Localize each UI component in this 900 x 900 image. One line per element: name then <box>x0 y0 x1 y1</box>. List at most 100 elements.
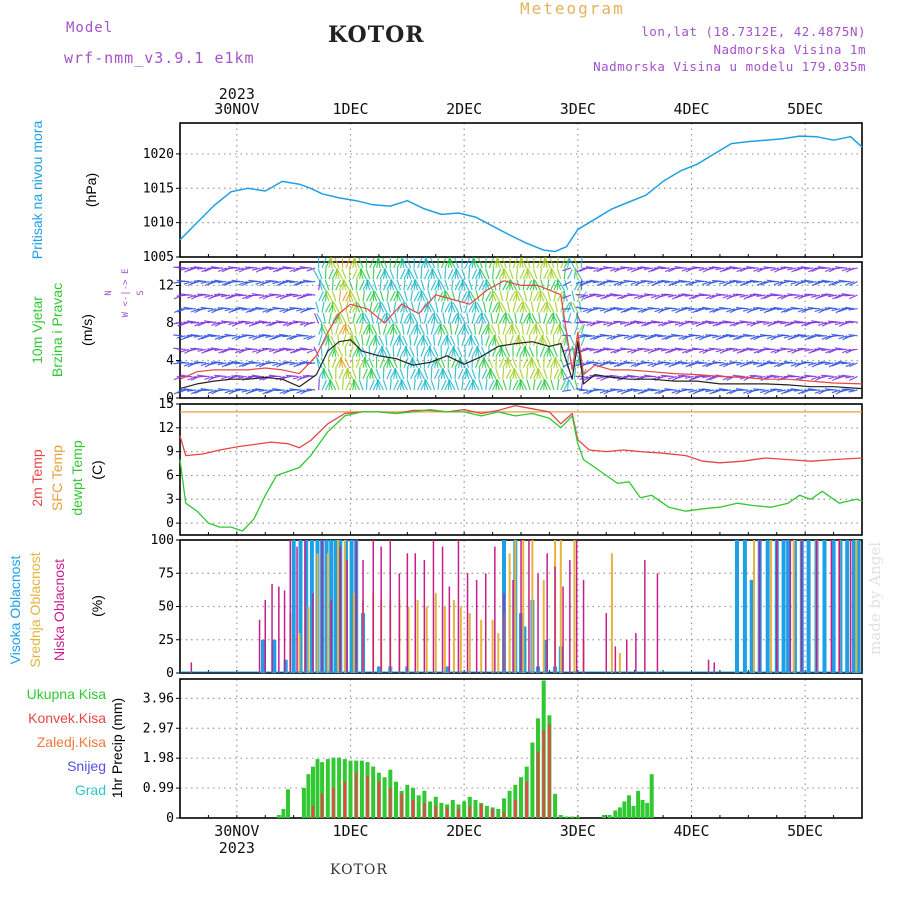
mid-cloud-bar <box>573 540 576 673</box>
wind-arrow <box>336 269 344 280</box>
convective-precip-bar <box>377 781 381 818</box>
wind-arrow <box>695 335 705 340</box>
wind-arrow <box>498 357 505 369</box>
wind-arrow <box>217 321 227 325</box>
wind-arrow <box>596 307 606 310</box>
wind-arrow <box>395 324 402 335</box>
wind-arrow <box>406 323 411 335</box>
wind-arrow <box>462 280 470 291</box>
wind-arrow <box>355 301 361 313</box>
high-cloud-bar <box>781 540 786 673</box>
wind-arrow <box>337 346 344 357</box>
wind-arrow <box>532 268 538 280</box>
mid-cloud-bar <box>434 593 437 673</box>
wind-arrow <box>422 335 429 346</box>
wind-arrow <box>331 301 337 313</box>
wind-arrow <box>543 257 548 269</box>
wind-arrow <box>797 333 807 337</box>
wind-arrow <box>606 389 616 393</box>
wind-arrow <box>732 279 742 283</box>
wind-arrow <box>193 294 203 298</box>
wind-arrow <box>279 333 289 337</box>
wind-arrow <box>406 280 413 291</box>
convective-precip-bar-group <box>311 724 551 818</box>
wind-arrow <box>377 258 384 269</box>
wind-arrow <box>324 258 332 269</box>
wind-arrow <box>335 323 340 335</box>
wind-arrow <box>268 348 278 353</box>
wind-arrow <box>234 374 244 378</box>
low-cloud-bar <box>296 546 298 673</box>
wind-arrow <box>548 302 555 313</box>
wind-arrow <box>729 294 739 298</box>
wind-arrow <box>579 375 589 381</box>
wind-arrow <box>306 388 316 391</box>
y-tick-label: 12 <box>158 421 174 436</box>
wind-arrow <box>210 347 220 350</box>
wind-arrow <box>493 335 500 346</box>
wind-arrow <box>821 348 831 352</box>
wind-arrow <box>776 389 786 393</box>
wind-arrow <box>773 335 783 339</box>
wind-arrow <box>512 379 519 391</box>
wind-arrow <box>234 362 244 365</box>
wind-arrow <box>800 347 810 350</box>
y-tick-label: 3 <box>166 492 174 507</box>
high-cloud-bar <box>309 540 314 673</box>
wind-arrow <box>439 280 446 291</box>
wind-arrow <box>550 379 555 391</box>
y-tick-label: 50 <box>158 600 174 615</box>
wind-arrow <box>729 347 739 350</box>
mid-cloud-bar <box>542 579 545 673</box>
wind-arrow <box>275 348 285 353</box>
wind-arrow <box>348 258 356 269</box>
wind-arrow <box>224 389 234 394</box>
wind-arrow <box>415 280 422 291</box>
total-precip-bar <box>320 762 325 818</box>
total-precip-bar <box>394 781 398 818</box>
wind-arrow <box>838 389 848 393</box>
wind-arrow <box>530 301 535 313</box>
wind-arrow <box>499 290 504 302</box>
wind-arrow <box>328 312 332 324</box>
wind-arrow <box>221 294 231 298</box>
wind-arrow <box>200 293 210 296</box>
wind-arrow <box>556 291 564 302</box>
wind-arrow <box>453 257 460 269</box>
total-precip-bar <box>382 777 387 818</box>
wind-arrow <box>527 269 535 280</box>
wind-arrow <box>705 348 715 352</box>
wind-arrow <box>341 378 344 391</box>
wind-arrow <box>722 348 732 353</box>
wind-arrow <box>454 367 457 379</box>
wind-arrow <box>496 380 504 391</box>
wind-arrow <box>705 294 715 300</box>
wind-arrow <box>186 389 196 392</box>
low-cloud-bar <box>264 599 266 673</box>
wind-arrow <box>318 279 323 291</box>
wind-arrow <box>848 294 858 300</box>
wind-arrow <box>495 346 502 358</box>
low-cloud-bar <box>644 560 646 673</box>
wind-arrow <box>835 321 844 326</box>
wind-arrow <box>578 301 582 313</box>
wind-arrow <box>265 347 275 350</box>
y-tick-label: 0.99 <box>143 781 174 796</box>
wind-arrow <box>797 280 807 285</box>
bottom-day-label: 1DEC <box>332 822 368 840</box>
wind-arrow <box>456 346 463 357</box>
wind-arrow <box>701 335 711 339</box>
wind-arrow <box>725 321 735 324</box>
wind-arrow <box>848 308 858 311</box>
wind-arrow <box>647 280 657 285</box>
wind-arrow <box>420 346 426 357</box>
wind-arrow <box>698 348 708 354</box>
wind-arrow <box>519 379 524 391</box>
wind-arrow <box>524 346 531 358</box>
wind-arrow <box>770 348 780 354</box>
wind-arrow <box>483 313 490 324</box>
bottom-day-label: 4DEC <box>673 822 709 840</box>
wind-arrow <box>531 357 538 369</box>
wind-arrow <box>282 347 292 350</box>
wind-arrow <box>544 258 552 269</box>
